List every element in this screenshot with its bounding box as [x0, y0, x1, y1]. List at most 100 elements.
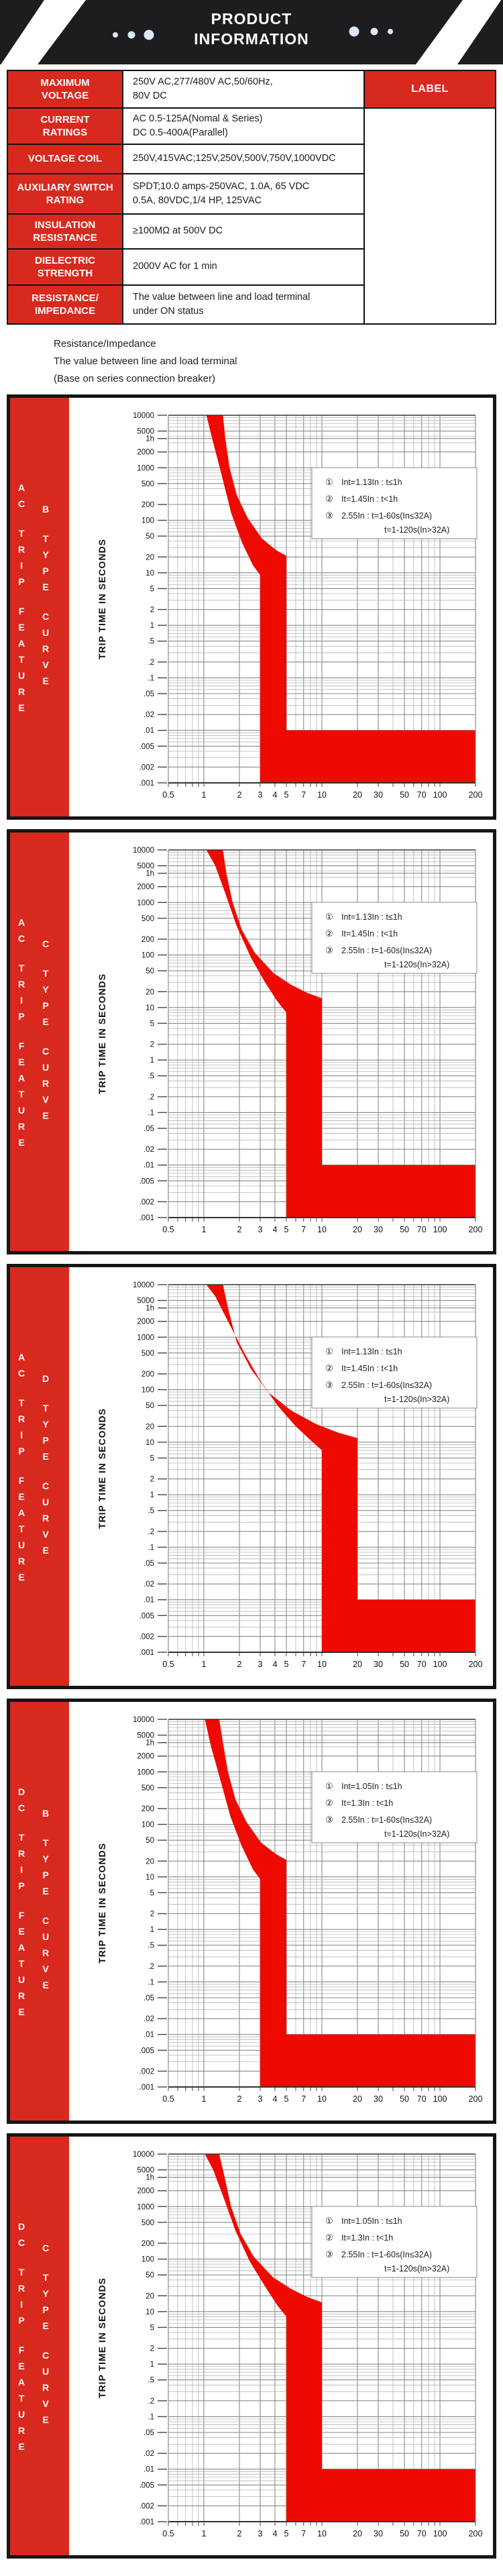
sidebar-letter: Y	[42, 1854, 49, 1864]
x-tick-label: 70	[417, 1225, 427, 1234]
y-tick-label: 1h	[146, 870, 154, 878]
trip-curve-chart: 10000 5000 1h 2000 1000 500 200 100 50 20 10 5 2 1 .5.…	[69, 1702, 493, 2121]
y-tick-label: .2	[148, 1093, 154, 1102]
x-tick-label: 5	[284, 1225, 289, 1234]
spec-label: RESISTANCE/ IMPEDANCE	[7, 284, 123, 325]
sidebar-letter: R	[42, 2382, 50, 2393]
spec-value: 250V,415VAC;125V,250V,500V,750V,1000VDC	[122, 144, 365, 174]
y-tick-label: 10	[146, 1874, 154, 1882]
sidebar-letter: T	[18, 1397, 25, 1408]
sidebar-letter: E	[18, 1491, 25, 1502]
trip-band-area	[206, 415, 476, 783]
sidebar-letter: R	[18, 544, 25, 555]
x-tick-label: 4	[272, 2094, 277, 2104]
y-tick-label: .002	[139, 2068, 154, 2076]
y-tick-label: 50	[146, 1837, 154, 1845]
y-tick-label: .005	[139, 1612, 154, 1620]
trip-band-area	[205, 2154, 476, 2522]
y-tick-label: 5	[150, 1020, 154, 1028]
legend-text: Int=1.13In : t≤1h	[341, 912, 402, 922]
y-tick-label: .001	[139, 780, 154, 788]
y-tick-label: .5	[148, 1942, 154, 1950]
sidebar-letter: P	[18, 1011, 25, 1022]
y-tick-label: 1	[150, 1057, 154, 1065]
sidebar-letter: E	[18, 2006, 25, 2017]
y-tick-label: 200	[142, 501, 154, 509]
sidebar-letter: T	[18, 2393, 25, 2404]
sidebar-letter: V	[42, 1529, 49, 1540]
sidebar-letter: Y	[42, 2288, 49, 2299]
y-tick-label: 5	[150, 2324, 154, 2332]
x-tick-label: 30	[374, 2529, 383, 2538]
legend-text: t=1-120s(In>32A)	[384, 1829, 449, 1839]
legend-box: ① Int=1.13In : t≤1h ② It=1.45In : t<1h ③ 2.55…	[311, 1336, 478, 1409]
x-tick-label: 4	[272, 2529, 277, 2538]
x-tick-label: 1	[202, 1225, 207, 1234]
sidebar-letter: T	[18, 1523, 25, 1534]
dots-right-icon	[349, 26, 393, 37]
sidebar-letter: F	[18, 1040, 25, 1051]
sidebar-letter: C	[42, 1915, 50, 1926]
y-tick-label: 2	[150, 1911, 154, 1919]
spec-value: 250V AC,277/480V AC,50/60Hz, 80V DC	[122, 70, 365, 109]
sidebar-letter: T	[18, 1089, 25, 1099]
sidebar-letter: U	[42, 627, 50, 638]
sidebar-letter: T	[18, 963, 25, 973]
trip-curve-chart: 10000 5000 1h 2000 1000 500 200 100 50 20 10 5 2 1 .5.…	[69, 398, 493, 816]
legend-text: t=1-120s(In>32A)	[384, 1395, 449, 1404]
x-tick-label: 30	[374, 1660, 383, 1669]
x-tick-label: 5	[284, 2529, 289, 2538]
sidebar-letter: R	[18, 1556, 25, 1566]
sidebar-letter: T	[42, 1403, 49, 1413]
legend-text: t=1-120s(In>32A)	[384, 960, 449, 969]
x-tick-label: 50	[400, 2529, 409, 2538]
x-tick-label: 100	[433, 790, 447, 800]
y-tick-label: 2	[150, 1041, 154, 1049]
y-tick-label: .01	[144, 727, 154, 735]
y-tick-label: .1	[148, 1544, 154, 1552]
x-tick-label: 20	[353, 2094, 362, 2104]
y-tick-label: 2000	[137, 1318, 154, 1326]
sidebar-letter: U	[42, 2366, 50, 2377]
spec-table: MAXIMUM VOLTAGE 250V AC,277/480V AC,50/60…	[7, 70, 496, 325]
x-tick-label: 0.5	[162, 2094, 174, 2104]
y-tick-label: 1h	[146, 435, 154, 443]
y-tick-label: 5000	[137, 2167, 154, 2175]
y-tick-label: 2000	[137, 883, 154, 892]
sidebar-letter: P	[42, 1870, 49, 1880]
legend-box: ① Int=1.13In : t≤1h ② It=1.45In : t<1h ③ 2.55…	[311, 467, 478, 539]
y-tick-label: 5000	[137, 863, 154, 871]
sidebar-letter: E	[42, 2320, 49, 2331]
legend-number: ①	[325, 2216, 333, 2226]
spec-label: MAXIMUM VOLTAGE	[7, 70, 123, 109]
x-tick-label: 2	[237, 790, 241, 800]
sidebar-letter: A	[18, 482, 25, 493]
y-tick-label: 2	[150, 2345, 154, 2353]
legend-number: ③	[325, 2249, 333, 2259]
legend-text: Int=1.13In : t≤1h	[341, 478, 402, 487]
legend-text: 2.55In : t=1-60s(In≤32A)	[341, 1381, 432, 1390]
y-tick-label: 5000	[137, 1297, 154, 1305]
y-tick-label: .01	[144, 2031, 154, 2039]
y-tick-label: .01	[144, 1597, 154, 1605]
x-tick-label: 10	[317, 1660, 327, 1669]
y-tick-label: 20	[146, 1423, 154, 1431]
legend-text: Int=1.05In : t≤1h	[341, 2216, 402, 2226]
x-tick-label: 7	[301, 1660, 306, 1669]
sidebar-letter: T	[18, 2267, 25, 2277]
sidebar-letter: V	[42, 2398, 49, 2409]
y-tick-label: 1	[150, 1491, 154, 1499]
legend-number: ②	[325, 2233, 333, 2243]
x-tick-label: 1	[202, 790, 207, 800]
sidebar-letter: A	[18, 917, 25, 928]
y-tick-label: 1000	[137, 2203, 154, 2211]
spec-label: AUXILIARY SWITCH RATING	[7, 173, 123, 215]
legend-number: ③	[325, 511, 333, 521]
sidebar-letter: P	[18, 1880, 25, 1891]
dots-left-icon	[113, 30, 154, 40]
legend-number: ②	[325, 1363, 333, 1373]
x-tick-label: 0.5	[162, 790, 174, 800]
